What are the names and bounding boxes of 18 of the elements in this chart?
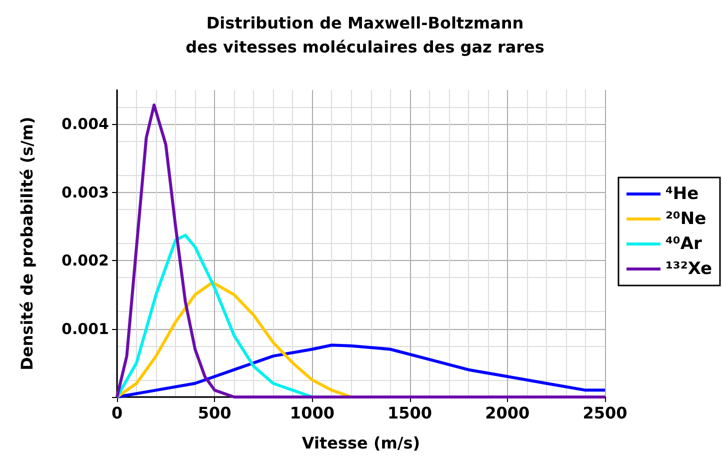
x-axis-title: Vitesse (m/s) (302, 434, 420, 452)
y-axis-title: Densité de probabilité (s/m) (18, 116, 36, 370)
line-series (116, 234, 314, 398)
chart-title: Distribution de Maxwell-Boltzmann des vitesses moléculaires des gaz rares (186, 14, 544, 56)
x-tick-label: 1000 (290, 404, 334, 422)
legend-label: ¹³²Xe (665, 259, 712, 279)
y-tick-label: 0.001 (62, 320, 109, 338)
x-tick-label: 1500 (388, 404, 432, 422)
x-tick-label: 2500 (582, 404, 628, 422)
x-tick-label: 0 (111, 404, 123, 422)
y-tick-label: 0.004 (62, 115, 109, 134)
y-tick-label: 0.003 (62, 183, 109, 202)
y-tick-label: 0.002 (62, 252, 109, 270)
x-tick-label: 500 (198, 404, 232, 422)
legend-label: ⁴⁰Ar (665, 234, 703, 254)
legend-label: ²⁰Ne (665, 209, 706, 229)
legend-label: ⁴He (665, 184, 699, 204)
x-tick-label: 2000 (485, 404, 530, 422)
